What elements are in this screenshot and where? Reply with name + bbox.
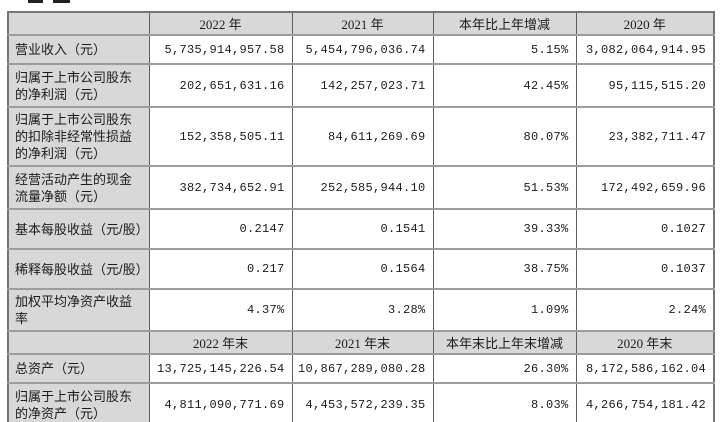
value-cell: 5,454,796,036.74 bbox=[291, 35, 433, 65]
header-cell-2021-end: 2021 年末 bbox=[291, 331, 433, 355]
value-cell: 0.217 bbox=[148, 249, 292, 290]
pct-cell: 80.07% bbox=[432, 107, 576, 167]
pct-cell: 4.37% bbox=[148, 289, 292, 332]
header-cell-2021: 2021 年 bbox=[291, 12, 433, 36]
value-cell: 4,266,754,181.42 bbox=[575, 383, 714, 422]
value-cell: 10,867,289,080.28 bbox=[291, 354, 433, 384]
header-cell-2022: 2022 年 bbox=[148, 12, 292, 36]
pct-cell: 3.28% bbox=[291, 289, 433, 332]
value-cell: 23,382,711.47 bbox=[575, 107, 714, 167]
value-cell: 84,611,269.69 bbox=[291, 107, 433, 167]
table-row-operating-cash-flow: 经营活动产生的现金流量净额（元） 382,734,652.91 252,585,… bbox=[7, 166, 714, 210]
pct-cell: 51.53% bbox=[432, 166, 576, 210]
pct-cell: 26.30% bbox=[432, 354, 576, 384]
pct-cell: 8.03% bbox=[432, 383, 576, 422]
pct-cell: 2.24% bbox=[575, 289, 714, 332]
value-cell: 4,811,090,771.69 bbox=[148, 383, 292, 422]
value-cell: 172,492,659.96 bbox=[575, 166, 714, 210]
table-row-net-profit-excl-nonrecurring: 归属于上市公司股东的扣除非经常性损益的净利润（元） 152,358,505.11… bbox=[7, 107, 714, 167]
table-row-net-profit: 归属于上市公司股东的净利润（元） 202,651,631.16 142,257,… bbox=[7, 64, 714, 108]
value-cell: 0.1541 bbox=[291, 209, 433, 250]
table-row-weighted-avg-roe: 加权平均净资产收益率 4.37% 3.28% 1.09% 2.24% bbox=[7, 289, 714, 332]
table-header-row-year-end: 2022 年末 2021 年末 本年末比上年末增减 2020 年末 bbox=[7, 331, 714, 355]
value-cell: 252,585,944.10 bbox=[291, 166, 433, 210]
header-cell-2020-end: 2020 年末 bbox=[575, 331, 714, 355]
value-cell: 8,172,586,162.04 bbox=[575, 354, 714, 384]
table-row-revenue: 营业收入（元） 5,735,914,957.58 5,454,796,036.7… bbox=[7, 35, 714, 65]
value-cell: 0.1564 bbox=[291, 249, 433, 290]
value-cell: 0.2147 bbox=[148, 209, 292, 250]
header-cell-blank bbox=[7, 331, 149, 355]
value-cell: 95,115,515.20 bbox=[575, 64, 714, 108]
row-label-cell: 基本每股收益（元/股） bbox=[7, 209, 149, 250]
header-cell-yoy-change: 本年比上年增减 bbox=[432, 12, 576, 36]
value-cell: 3,082,064,914.95 bbox=[575, 35, 714, 65]
header-cell-2020: 2020 年 bbox=[575, 12, 714, 36]
row-label-cell: 归属于上市公司股东的净利润（元） bbox=[7, 64, 149, 108]
financial-summary-table: 2022 年 2021 年 本年比上年增减 2020 年 营业收入（元） 5,7… bbox=[7, 11, 715, 422]
pct-cell: 1.09% bbox=[432, 289, 576, 332]
pct-cell: 39.33% bbox=[432, 209, 576, 250]
row-label-cell: 经营活动产生的现金流量净额（元） bbox=[7, 166, 149, 210]
header-cell-blank bbox=[7, 12, 149, 36]
row-label-cell: 总资产（元） bbox=[7, 354, 149, 384]
value-cell: 4,453,572,239.35 bbox=[291, 383, 433, 422]
table-row-basic-eps: 基本每股收益（元/股） 0.2147 0.1541 39.33% 0.1027 bbox=[7, 209, 714, 250]
table-row-diluted-eps: 稀释每股收益（元/股） 0.217 0.1564 38.75% 0.1037 bbox=[7, 249, 714, 290]
header-cell-2022-end: 2022 年末 bbox=[148, 331, 292, 355]
table-row-total-assets: 总资产（元） 13,725,145,226.54 10,867,289,080.… bbox=[7, 354, 714, 384]
pct-cell: 42.45% bbox=[432, 64, 576, 108]
header-cell-yoy-end-change: 本年末比上年末增减 bbox=[432, 331, 576, 355]
value-cell: 202,651,631.16 bbox=[148, 64, 292, 108]
value-cell: 5,735,914,957.58 bbox=[148, 35, 292, 65]
row-label-cell: 归属于上市公司股东的扣除非经常性损益的净利润（元） bbox=[7, 107, 149, 167]
value-cell: 152,358,505.11 bbox=[148, 107, 292, 167]
value-cell: 0.1037 bbox=[575, 249, 714, 290]
clipped-glyph bbox=[53, 0, 70, 3]
table-header-row-annual: 2022 年 2021 年 本年比上年增减 2020 年 bbox=[7, 12, 714, 36]
pct-cell: 5.15% bbox=[432, 35, 576, 65]
row-label-cell: 加权平均净资产收益率 bbox=[7, 289, 149, 332]
clipped-text-artifact bbox=[28, 0, 88, 4]
value-cell: 13,725,145,226.54 bbox=[148, 354, 292, 384]
value-cell: 142,257,023.71 bbox=[291, 64, 433, 108]
table-row-net-assets: 归属于上市公司股东的净资产（元） 4,811,090,771.69 4,453,… bbox=[7, 383, 714, 422]
row-label-cell: 营业收入（元） bbox=[7, 35, 149, 65]
pct-cell: 38.75% bbox=[432, 249, 576, 290]
clipped-glyph bbox=[28, 0, 43, 3]
value-cell: 0.1027 bbox=[575, 209, 714, 250]
row-label-cell: 稀释每股收益（元/股） bbox=[7, 249, 149, 290]
row-label-cell: 归属于上市公司股东的净资产（元） bbox=[7, 383, 149, 422]
value-cell: 382,734,652.91 bbox=[148, 166, 292, 210]
